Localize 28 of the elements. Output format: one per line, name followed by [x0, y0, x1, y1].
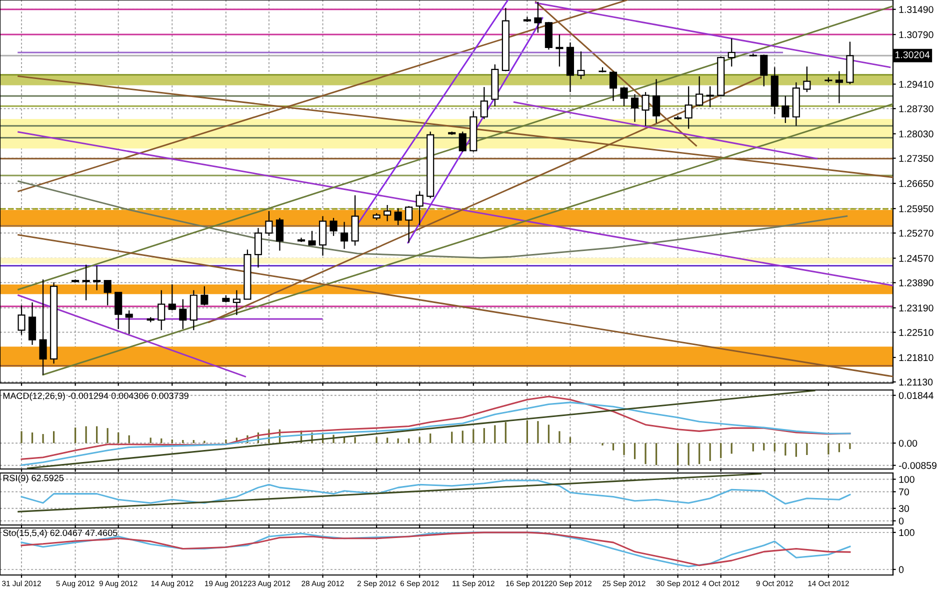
- y-tick-label: 1.28030: [899, 130, 934, 138]
- y-tick-label: 1.23890: [899, 279, 934, 286]
- y-tick-label: 100: [899, 529, 914, 536]
- y-tick-label: 1.25950: [899, 205, 934, 212]
- y-tick-label: -0.00859: [898, 462, 936, 469]
- y-tick-label: 0: [898, 566, 904, 574]
- y-tick-label: 0.01844: [898, 392, 934, 399]
- y-tick-label: 1.27350: [899, 154, 934, 162]
- y-tick-label: 30: [898, 505, 909, 512]
- chart-title: Sto(15,5,4) 62.0467 47.4605: [3, 529, 118, 538]
- y-tick-label: 1.25270: [899, 230, 934, 237]
- chart-title: MACD(12,26,9) -0.001294 0.004306 0.003739: [3, 392, 188, 401]
- y-tick-label: 1.21810: [899, 354, 934, 362]
- y-tick-label: 0: [898, 518, 904, 524]
- y-tick-label: 1.30790: [899, 31, 934, 38]
- y-tick-label: 100: [899, 476, 914, 483]
- y-tick-label: 1.28730: [899, 105, 934, 112]
- y-tick-label: 1.23190: [899, 304, 934, 312]
- y-tick-label: 1.29410: [899, 80, 934, 88]
- y-tick-label: 1.21130: [899, 378, 933, 386]
- ref-line-label: 1.30204: [896, 51, 930, 58]
- y-tick-label: 1.26650: [899, 180, 934, 188]
- chart-title: RSI(9) 62.5925: [3, 474, 64, 483]
- y-tick-label: 0.00: [898, 440, 918, 447]
- y-tick-label: 70: [899, 488, 909, 496]
- y-tick-label: 1.24570: [899, 254, 934, 262]
- y-tick-label: 1.31490: [899, 6, 934, 13]
- y-tick-label: 1.22510: [899, 329, 934, 336]
